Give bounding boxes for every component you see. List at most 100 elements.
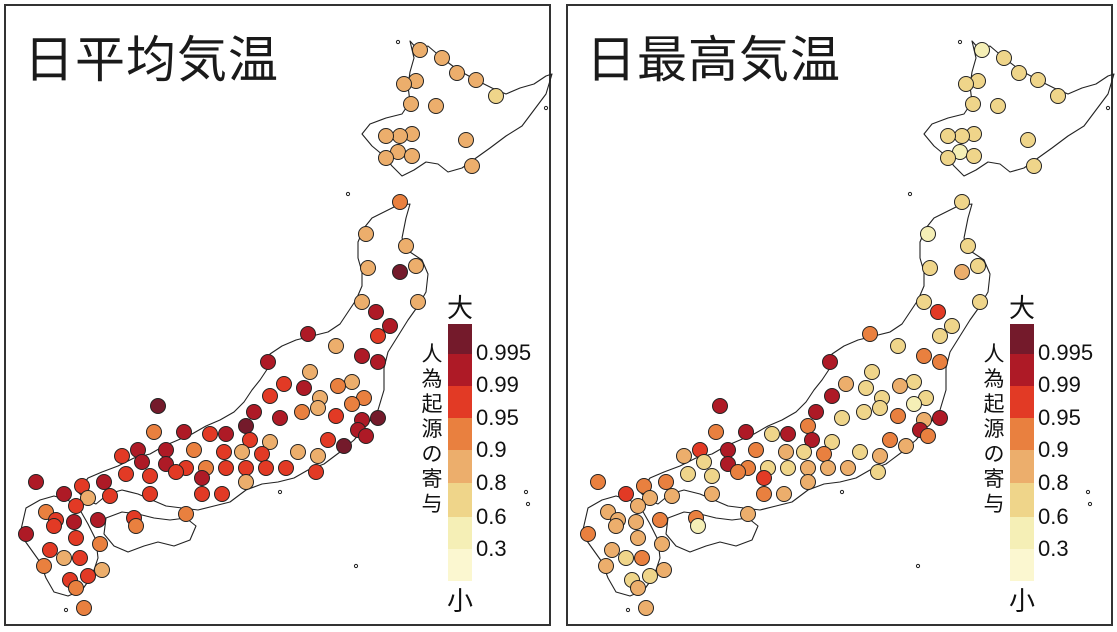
station-marker [254,446,270,462]
station-marker [260,354,276,370]
colorbar-bottom-label: 小 [447,587,473,617]
panel-title: 日平均気温 [24,31,279,89]
station-marker [80,490,96,506]
station-marker [922,260,938,276]
station-marker [358,428,374,444]
colorbar-tick-label: 0.99 [1038,372,1081,397]
station-marker [598,558,614,574]
station-marker [965,96,981,112]
station-marker [186,442,202,458]
station-marker [800,460,816,476]
colorbar-swatch [1010,418,1034,450]
station-marker [194,470,210,486]
station-marker [890,408,906,424]
station-marker [748,442,764,458]
station-marker [898,438,914,454]
station-marker [118,466,134,482]
station-marker [276,376,292,392]
station-marker [958,76,974,92]
station-marker [864,364,880,380]
station-marker [778,444,794,460]
colorbar-swatch [448,450,472,483]
station-marker [930,304,946,320]
station-marker [708,424,724,440]
colorbar-swatch [1010,386,1034,418]
station-marker [80,568,96,584]
station-marker [756,486,772,502]
station-marker [56,550,72,566]
station-marker [872,448,888,464]
colorbar-swatch [1010,549,1034,581]
station-marker [764,426,780,442]
station-marker [354,348,370,364]
station-marker [76,600,92,616]
island-outline [395,39,401,45]
station-marker [800,418,816,434]
station-marker [194,486,210,502]
station-marker [932,410,948,426]
station-marker [1011,65,1027,81]
colorbar-swatch [448,483,472,517]
station-marker [404,148,420,164]
station-marker [780,426,796,442]
station-marker [358,226,374,242]
station-marker [824,434,840,450]
station-marker [906,396,922,412]
colorbar-tick-label: 0.9 [476,437,507,462]
station-marker [740,506,756,522]
island-outline [525,501,531,507]
station-marker [218,426,234,442]
colorbar-swatch [448,418,472,450]
station-marker [800,474,816,490]
colorbar-tick-label: 0.995 [1038,340,1093,365]
station-marker [738,424,754,440]
station-marker [920,226,936,242]
station-marker [966,148,982,164]
station-marker [1050,88,1066,104]
station-marker [56,486,72,502]
station-marker [604,542,620,558]
colorbar-tick-label: 0.8 [1038,470,1069,495]
station-marker [804,432,820,448]
station-marker [954,264,970,280]
panel-title: 日最高気温 [586,31,841,89]
colorbar-bottom-label: 小 [1009,587,1035,617]
station-marker [246,404,262,420]
station-marker [370,410,386,426]
colorbar: 大小 0.995 0.99 0.95 0.9 0.8 0.6 0.3 人為起源の寄与 [984,294,1094,617]
station-marker [730,464,746,480]
station-marker [618,486,634,502]
island-outline [907,191,913,197]
station-marker [102,488,118,504]
island-outline [345,191,351,197]
island-outline [543,105,549,111]
station-marker [816,446,832,462]
station-marker [328,408,344,424]
station-marker [258,460,274,476]
island-outline [957,39,963,45]
station-marker [796,444,812,460]
island-outline [523,489,529,495]
station-marker [262,388,278,404]
colorbar-tick-label: 0.9 [1038,437,1069,462]
colorbar: 大小 0.995 0.99 0.95 0.9 0.8 0.6 0.3 人為起源の寄与 [422,294,532,617]
colorbar-top-label: 大 [447,294,473,324]
station-marker [974,42,990,58]
station-marker [892,378,908,394]
station-marker [642,568,658,584]
colorbar-vertical-label: 人為起源の寄与 [984,342,1005,516]
colorbar-tick-label: 0.6 [476,504,507,529]
colorbar-swatch [448,354,472,386]
colorbar-swatch [448,324,472,354]
map-daily-max: 大小 0.995 0.99 0.95 0.9 0.8 0.6 0.3 人為起源の寄与 [580,39,1115,617]
station-marker [940,150,956,166]
station-marker [916,348,932,364]
station-marker [960,238,976,254]
station-marker [150,398,166,414]
station-marker [656,562,672,578]
station-marker [932,328,948,344]
station-marker [990,98,1006,114]
station-marker [654,536,670,552]
station-marker [330,378,346,394]
station-marker [834,410,850,426]
